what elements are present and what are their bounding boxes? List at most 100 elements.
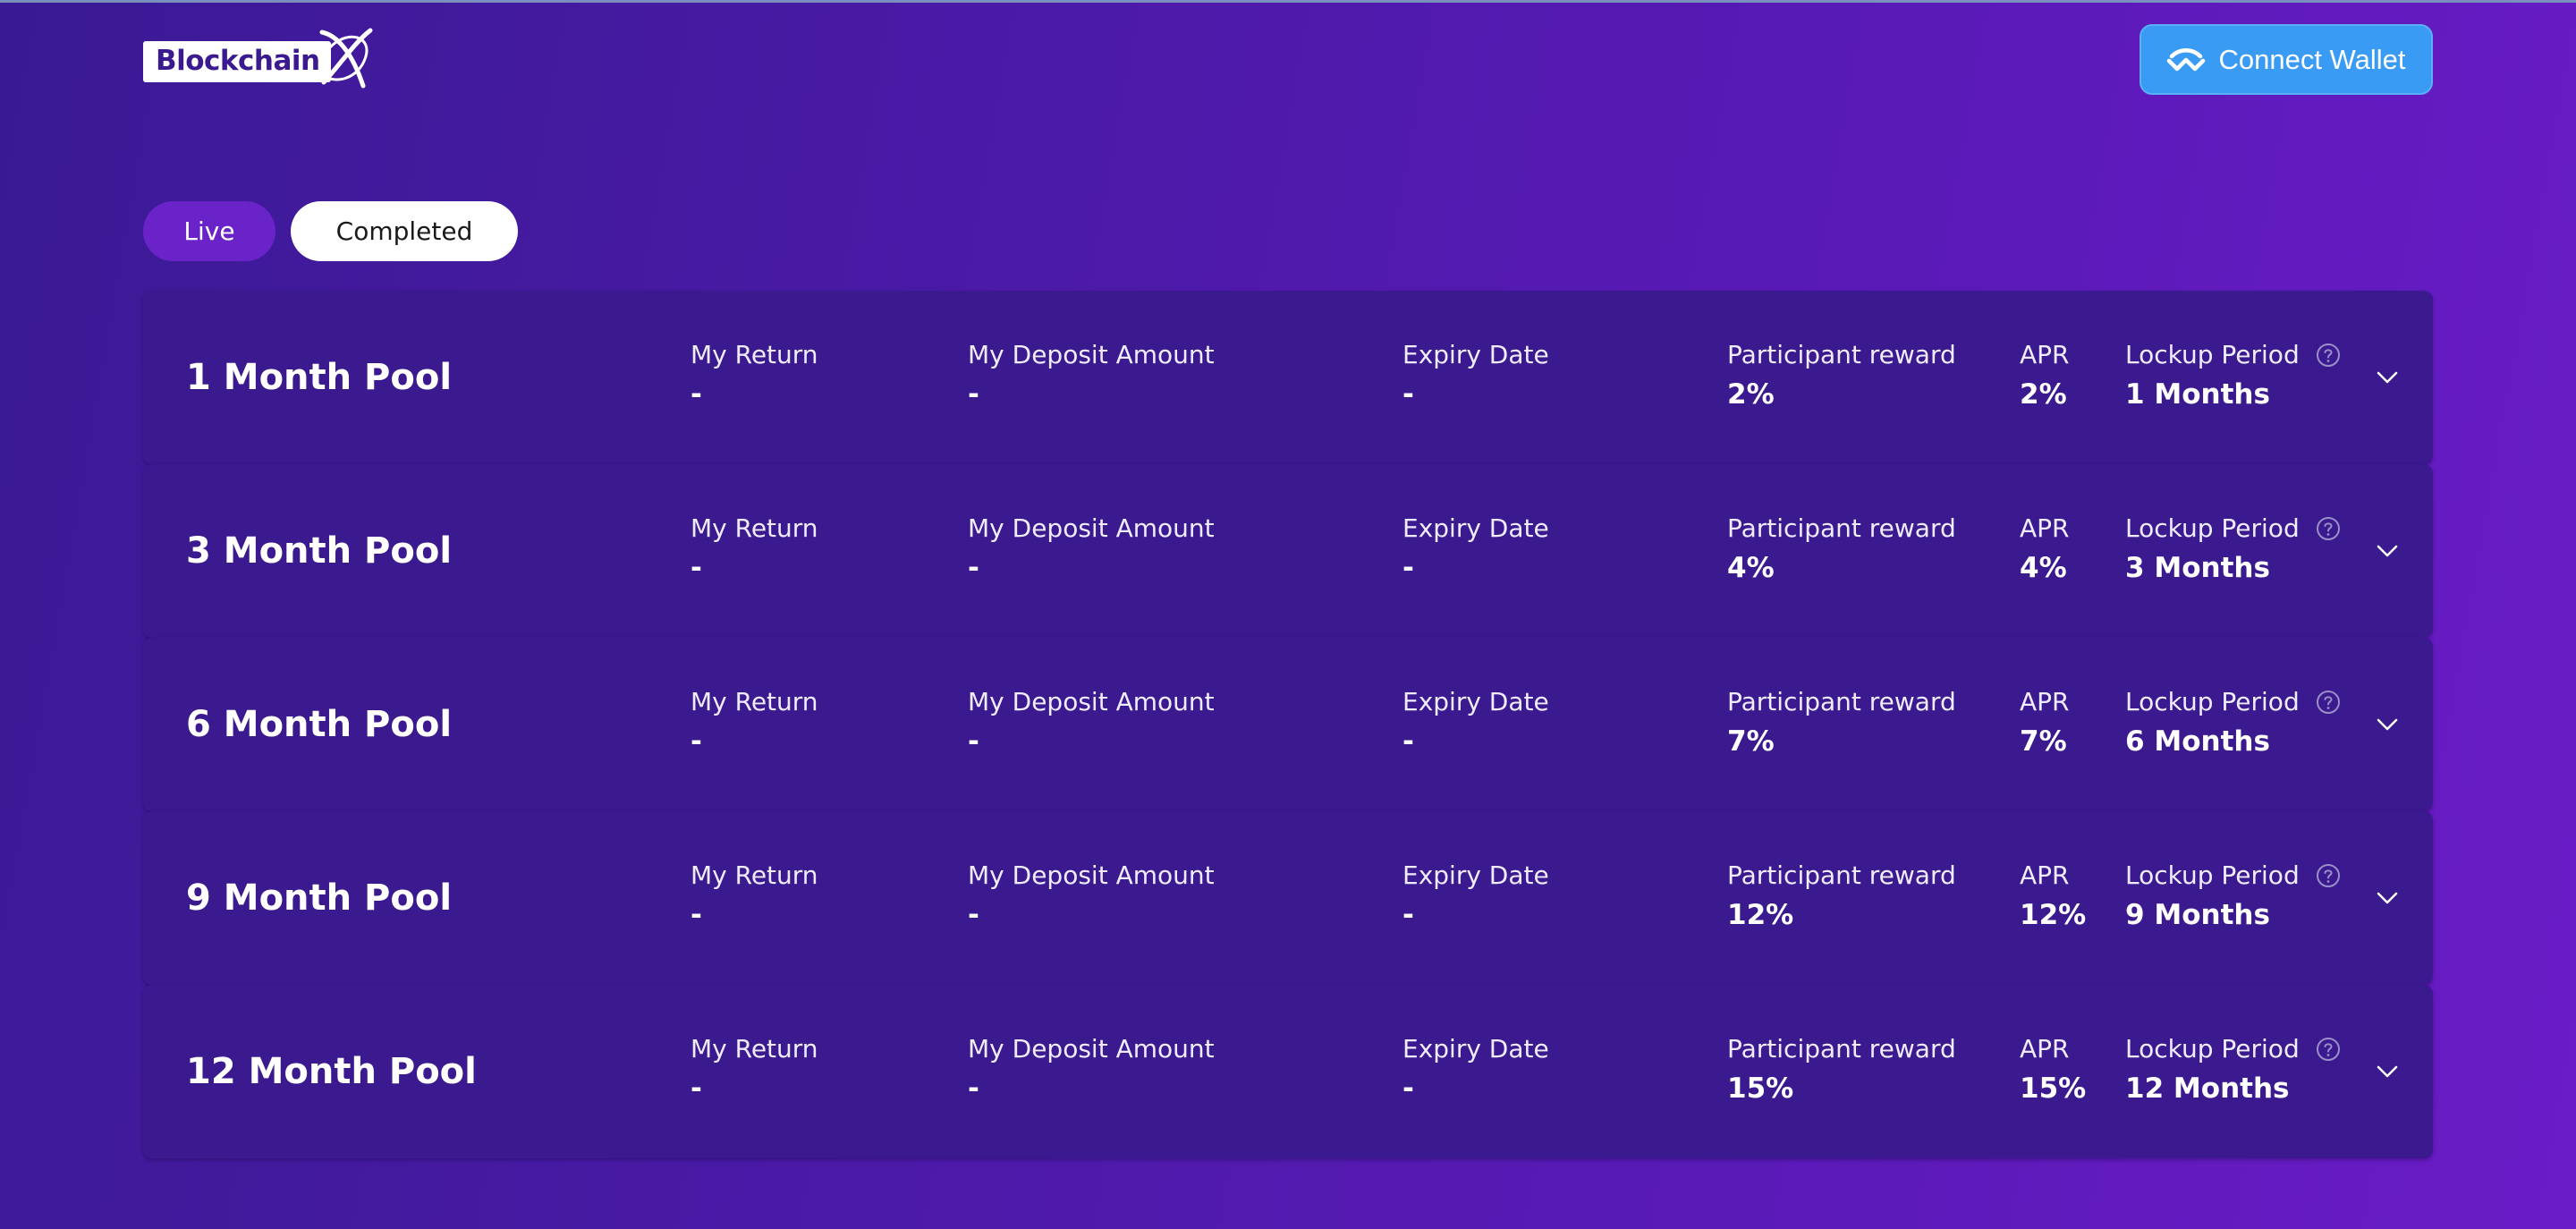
walletconnect-icon: [2167, 47, 2206, 71]
my-return-cell: My Return -: [691, 1034, 818, 1105]
chevron-down-icon[interactable]: [2374, 885, 2401, 911]
lockup-period-cell: Lockup Period 12 Months: [2125, 1034, 2341, 1105]
lockup-period-cell: Lockup Period 6 Months: [2125, 687, 2341, 758]
participant-reward-label: Participant reward: [1727, 687, 1956, 716]
apr-label: APR: [2020, 1034, 2070, 1064]
my-deposit-value: -: [968, 552, 979, 584]
apr-cell: APR 7%: [2020, 687, 2070, 758]
connect-wallet-label: Connect Wallet: [2218, 43, 2406, 75]
lockup-period-cell: Lockup Period 3 Months: [2125, 513, 2341, 584]
pool-list: 1 Month Pool My Return - My Deposit Amou…: [143, 291, 2433, 1158]
my-deposit-cell: My Deposit Amount -: [968, 513, 1215, 584]
pool-name: 12 Month Pool: [186, 1051, 477, 1092]
my-return-cell: My Return -: [691, 513, 818, 584]
my-return-label: My Return: [691, 687, 818, 716]
lockup-period-value: 1 Months: [2125, 378, 2270, 411]
my-return-cell: My Return -: [691, 340, 818, 411]
my-deposit-cell: My Deposit Amount -: [968, 340, 1215, 411]
participant-reward-value: 15%: [1727, 1072, 1794, 1105]
x-swoosh-logo-icon: [318, 28, 373, 89]
participant-reward-label: Participant reward: [1727, 513, 1956, 543]
lockup-period-label: Lockup Period: [2125, 860, 2300, 890]
chevron-down-icon[interactable]: [2374, 1058, 2401, 1085]
my-deposit-cell: My Deposit Amount -: [968, 1034, 1215, 1105]
participant-reward-cell: Participant reward 2%: [1727, 340, 1956, 411]
my-deposit-value: -: [968, 378, 979, 411]
lockup-period-value: 3 Months: [2125, 552, 2270, 584]
chevron-down-icon[interactable]: [2374, 538, 2401, 564]
question-circle-icon[interactable]: [2316, 1037, 2341, 1062]
pool-row[interactable]: 1 Month Pool My Return - My Deposit Amou…: [143, 291, 2433, 464]
participant-reward-label: Participant reward: [1727, 860, 1956, 890]
expiry-date-cell: Expiry Date -: [1402, 1034, 1549, 1105]
logo-text: Blockchain: [156, 45, 320, 77]
expiry-date-label: Expiry Date: [1402, 860, 1549, 890]
apr-cell: APR 12%: [2020, 860, 2086, 931]
my-deposit-label: My Deposit Amount: [968, 860, 1215, 890]
my-deposit-value: -: [968, 1072, 979, 1105]
my-return-cell: My Return -: [691, 860, 818, 931]
question-circle-icon[interactable]: [2316, 343, 2341, 368]
my-return-label: My Return: [691, 860, 818, 890]
question-circle-icon[interactable]: [2316, 516, 2341, 541]
tab-completed[interactable]: Completed: [291, 201, 518, 261]
my-return-value: -: [691, 899, 702, 931]
expiry-date-value: -: [1402, 552, 1414, 584]
participant-reward-label: Participant reward: [1727, 340, 1956, 369]
participant-reward-value: 12%: [1727, 899, 1794, 931]
expiry-date-cell: Expiry Date -: [1402, 687, 1549, 758]
my-deposit-value: -: [968, 899, 979, 931]
my-deposit-cell: My Deposit Amount -: [968, 860, 1215, 931]
pool-status-tabs: Live Completed: [143, 201, 518, 261]
my-deposit-label: My Deposit Amount: [968, 340, 1215, 369]
question-circle-icon[interactable]: [2316, 690, 2341, 715]
my-return-label: My Return: [691, 340, 818, 369]
question-circle-icon[interactable]: [2316, 863, 2341, 888]
apr-cell: APR 4%: [2020, 513, 2070, 584]
my-return-value: -: [691, 552, 702, 584]
my-deposit-label: My Deposit Amount: [968, 1034, 1215, 1064]
my-return-value: -: [691, 378, 702, 411]
brand-logo[interactable]: Blockchain: [143, 23, 376, 95]
chevron-down-icon[interactable]: [2374, 364, 2401, 391]
apr-label: APR: [2020, 687, 2070, 716]
lockup-period-label: Lockup Period: [2125, 513, 2300, 543]
participant-reward-value: 7%: [1727, 725, 1775, 758]
expiry-date-value: -: [1402, 378, 1414, 411]
pool-row[interactable]: 6 Month Pool My Return - My Deposit Amou…: [143, 638, 2433, 811]
participant-reward-value: 2%: [1727, 378, 1775, 411]
chevron-down-icon[interactable]: [2374, 711, 2401, 738]
apr-value: 4%: [2020, 552, 2067, 584]
expiry-date-value: -: [1402, 1072, 1414, 1105]
apr-value: 15%: [2020, 1072, 2087, 1105]
expiry-date-label: Expiry Date: [1402, 340, 1549, 369]
lockup-period-label: Lockup Period: [2125, 1034, 2300, 1064]
apr-value: 7%: [2020, 725, 2067, 758]
window-top-border: [0, 0, 2576, 3]
pool-name: 3 Month Pool: [186, 530, 453, 572]
participant-reward-cell: Participant reward 7%: [1727, 687, 1956, 758]
expiry-date-value: -: [1402, 899, 1414, 931]
apr-label: APR: [2020, 513, 2070, 543]
apr-label: APR: [2020, 860, 2070, 890]
connect-wallet-button[interactable]: Connect Wallet: [2140, 24, 2433, 95]
lockup-period-cell: Lockup Period 9 Months: [2125, 860, 2341, 931]
apr-label: APR: [2020, 340, 2070, 369]
expiry-date-cell: Expiry Date -: [1402, 860, 1549, 931]
apr-cell: APR 2%: [2020, 340, 2070, 411]
participant-reward-cell: Participant reward 12%: [1727, 860, 1956, 931]
pool-row[interactable]: 12 Month Pool My Return - My Deposit Amo…: [143, 985, 2433, 1158]
pool-row[interactable]: 9 Month Pool My Return - My Deposit Amou…: [143, 811, 2433, 985]
pool-row[interactable]: 3 Month Pool My Return - My Deposit Amou…: [143, 464, 2433, 638]
lockup-period-value: 6 Months: [2125, 725, 2270, 758]
expiry-date-label: Expiry Date: [1402, 1034, 1549, 1064]
expiry-date-cell: Expiry Date -: [1402, 513, 1549, 584]
participant-reward-cell: Participant reward 4%: [1727, 513, 1956, 584]
lockup-period-label-wrap: Lockup Period: [2125, 687, 2341, 716]
pool-name: 6 Month Pool: [186, 704, 453, 745]
participant-reward-label: Participant reward: [1727, 1034, 1956, 1064]
lockup-period-value: 9 Months: [2125, 899, 2270, 931]
lockup-period-label-wrap: Lockup Period: [2125, 340, 2341, 369]
apr-value: 12%: [2020, 899, 2087, 931]
tab-live[interactable]: Live: [143, 201, 275, 261]
